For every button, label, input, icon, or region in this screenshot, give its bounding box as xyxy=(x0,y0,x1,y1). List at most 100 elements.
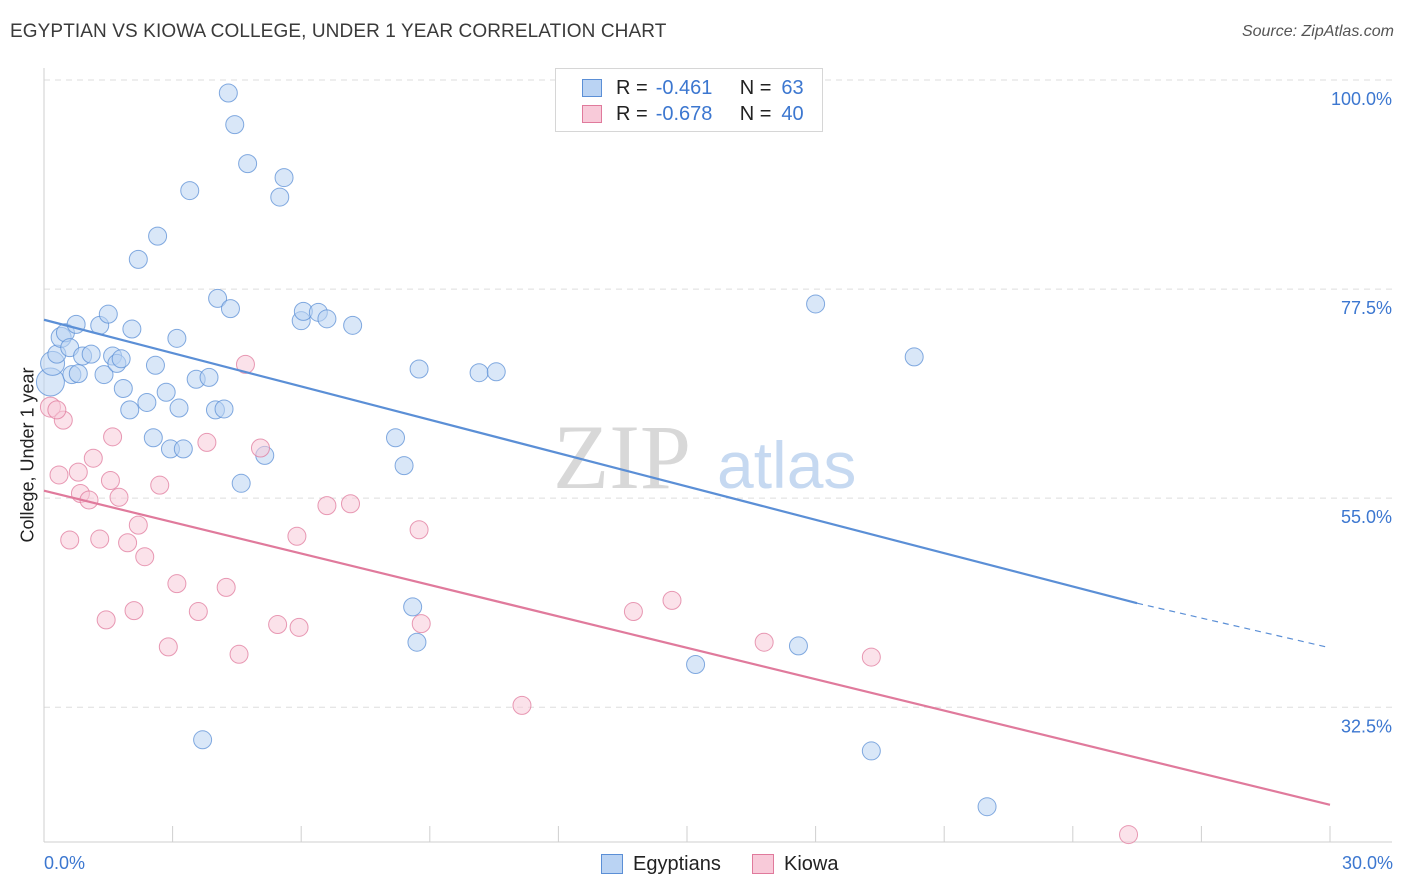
trendline-egyptians-extension xyxy=(1136,602,1331,649)
point-egyptians xyxy=(167,328,187,348)
point-egyptians xyxy=(238,154,258,174)
point-egyptians xyxy=(977,797,997,817)
legend-r-label: R = xyxy=(616,102,648,125)
point-kiowa xyxy=(158,637,178,657)
point-egyptians xyxy=(788,636,808,656)
point-kiowa xyxy=(1119,825,1139,845)
legend-swatch-kiowa xyxy=(582,105,602,123)
axis-layer xyxy=(43,68,1392,843)
point-egyptians xyxy=(143,428,163,448)
grid-layer xyxy=(44,79,1392,708)
point-egyptians xyxy=(394,456,414,476)
legend-n-value: 63 xyxy=(781,76,804,99)
point-egyptians xyxy=(81,344,101,364)
point-kiowa xyxy=(118,533,138,553)
y-tick-label: 55.0% xyxy=(1341,507,1392,527)
point-egyptians xyxy=(343,315,363,335)
point-egyptians xyxy=(214,399,234,419)
point-egyptians xyxy=(231,473,251,493)
point-egyptians xyxy=(122,319,142,339)
x-tick-label: 30.0% xyxy=(1342,853,1393,873)
point-egyptians xyxy=(270,187,290,207)
point-egyptians xyxy=(386,428,406,448)
point-egyptians xyxy=(199,367,219,387)
point-kiowa xyxy=(287,526,307,546)
point-kiowa xyxy=(47,400,67,420)
point-kiowa xyxy=(49,465,69,485)
point-egyptians xyxy=(274,168,294,188)
legend-row-egyptians: R = -0.461 N = 63 xyxy=(582,77,804,99)
point-kiowa xyxy=(83,448,103,468)
point-egyptians xyxy=(317,309,337,329)
point-egyptians xyxy=(137,392,157,412)
watermark-atlas-text: atlas xyxy=(717,428,856,502)
point-egyptians xyxy=(686,655,706,675)
point-egyptians xyxy=(193,730,213,750)
point-kiowa xyxy=(317,496,337,516)
legend-n-label: N = xyxy=(739,76,772,99)
point-egyptians xyxy=(409,359,429,379)
point-kiowa xyxy=(235,354,255,374)
point-egyptians xyxy=(861,741,881,761)
legend-swatch-kiowa xyxy=(752,854,774,874)
point-kiowa xyxy=(150,475,170,495)
watermark: ZIP atlas xyxy=(553,406,856,508)
trend-layer xyxy=(43,318,1331,806)
legend-n-label: N = xyxy=(739,102,772,125)
point-egyptians xyxy=(111,349,131,369)
point-egyptians xyxy=(407,632,427,652)
legend-n-value: 40 xyxy=(781,102,804,125)
point-kiowa xyxy=(229,644,249,664)
point-egyptians xyxy=(120,400,140,420)
point-kiowa xyxy=(128,515,148,535)
point-kiowa xyxy=(188,602,208,622)
x-tick-label: 0.0% xyxy=(44,853,85,873)
legend-item-kiowa[interactable]: Kiowa xyxy=(752,852,838,876)
point-kiowa xyxy=(861,647,881,667)
tick-label-layer: 32.5% 55.0% 77.5% 100.0% 0.0% 30.0% xyxy=(44,89,1393,873)
point-egyptians xyxy=(156,382,176,402)
trendline-kiowa xyxy=(43,489,1331,806)
point-egyptians xyxy=(208,288,228,308)
point-egyptians xyxy=(220,299,240,319)
points-layer xyxy=(35,83,1139,845)
point-egyptians xyxy=(806,294,826,314)
y-tick-label: 32.5% xyxy=(1341,716,1392,736)
point-kiowa xyxy=(662,590,682,610)
point-kiowa xyxy=(289,617,309,637)
point-kiowa xyxy=(68,462,88,482)
point-kiowa xyxy=(250,438,270,458)
chart-title: EGYPTIAN VS KIOWA COLLEGE, UNDER 1 YEAR … xyxy=(10,21,667,42)
point-kiowa xyxy=(754,632,774,652)
point-kiowa xyxy=(512,695,532,715)
point-kiowa xyxy=(103,427,123,447)
point-kiowa xyxy=(216,577,236,597)
point-egyptians xyxy=(469,363,489,383)
legend-swatch-egyptians xyxy=(601,854,623,874)
point-egyptians xyxy=(225,115,245,135)
point-kiowa xyxy=(411,614,431,634)
point-egyptians xyxy=(173,439,193,459)
point-egyptians xyxy=(128,249,148,269)
point-kiowa xyxy=(340,494,360,514)
point-kiowa xyxy=(96,610,116,630)
point-egyptians xyxy=(403,597,423,617)
point-egyptians xyxy=(98,304,118,324)
point-egyptians xyxy=(145,355,165,375)
legend-item-egyptians[interactable]: Egyptians xyxy=(601,852,721,876)
point-kiowa xyxy=(623,602,643,622)
y-tick-label: 77.5% xyxy=(1341,298,1392,318)
legend-r-label: R = xyxy=(616,76,648,99)
point-kiowa xyxy=(409,520,429,540)
point-egyptians xyxy=(169,398,189,418)
legend-label-egyptians: Egyptians xyxy=(633,852,721,875)
point-kiowa xyxy=(100,471,120,491)
source-label: Source: ZipAtlas.com xyxy=(1241,23,1394,40)
point-egyptians xyxy=(180,181,200,201)
point-kiowa xyxy=(268,615,288,635)
legend-row-kiowa: R = -0.678 N = 40 xyxy=(582,103,804,125)
trendline-egyptians xyxy=(43,318,1138,605)
legend-r-value: -0.461 xyxy=(655,76,713,99)
point-kiowa xyxy=(124,601,144,621)
